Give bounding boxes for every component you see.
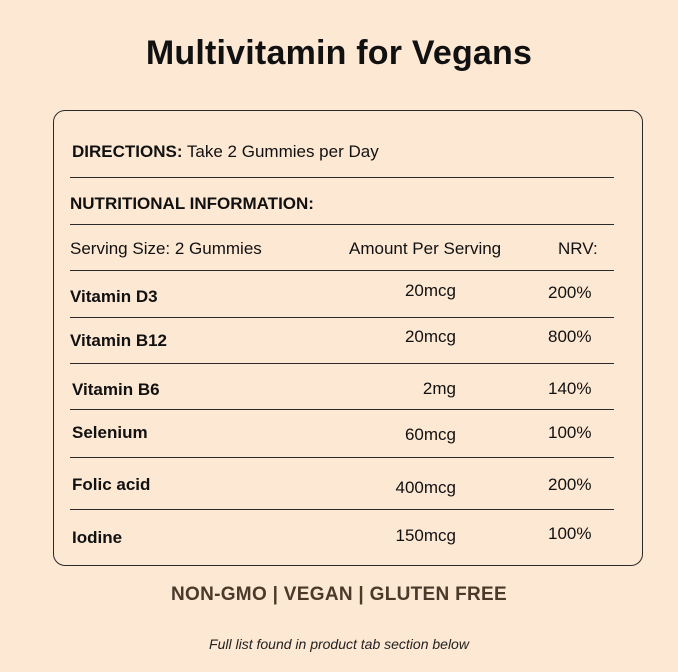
directions-label: DIRECTIONS: <box>72 142 183 161</box>
nutrient-nrv: 800% <box>548 327 592 346</box>
divider <box>70 270 614 271</box>
nutrient-name: Vitamin B6 <box>72 380 160 399</box>
divider <box>70 457 614 458</box>
directions-row: DIRECTIONS: Take 2 Gummies per Day <box>72 142 379 162</box>
nutrient-nrv: 100% <box>548 423 592 442</box>
nutrient-amount: 2mg <box>422 379 456 398</box>
nutrition-panel: DIRECTIONS: Take 2 Gummies per Day NUTRI… <box>53 110 643 566</box>
amount-header: Amount Per Serving <box>349 239 502 258</box>
footnote: Full list found in product tab section b… <box>209 636 469 652</box>
serving-size-header: Serving Size: 2 Gummies <box>70 239 262 258</box>
divider <box>70 317 614 318</box>
nutrient-name: Iodine <box>72 528 123 547</box>
nutrient-nrv: 200% <box>548 475 592 494</box>
nutrient-nrv: 100% <box>548 524 592 543</box>
nutritional-heading: NUTRITIONAL INFORMATION: <box>70 194 314 213</box>
divider <box>70 409 614 410</box>
divider <box>70 177 614 178</box>
page-title: Multivitamin for Vegans <box>145 34 533 72</box>
nutrient-name: Vitamin B12 <box>70 331 168 350</box>
divider <box>70 224 614 225</box>
nutrient-amount: 20mcg <box>404 327 456 346</box>
nutrient-name: Folic acid <box>72 475 151 494</box>
nutrient-nrv: 200% <box>548 283 592 302</box>
nutrient-name: Vitamin D3 <box>70 287 158 306</box>
nutrient-amount: 20mcg <box>404 281 456 300</box>
divider <box>70 509 614 510</box>
nutrient-amount: 150mcg <box>395 526 456 545</box>
nrv-header: NRV: <box>558 239 598 258</box>
directions-value: Take 2 Gummies per Day <box>186 142 379 161</box>
product-badges: NON-GMO | VEGAN | GLUTEN FREE <box>170 584 507 605</box>
divider <box>70 363 614 364</box>
nutrient-nrv: 140% <box>548 379 592 398</box>
nutrient-amount: 60mcg <box>404 425 456 444</box>
nutrient-name: Selenium <box>72 423 148 442</box>
nutrient-amount: 400mcg <box>395 478 456 497</box>
